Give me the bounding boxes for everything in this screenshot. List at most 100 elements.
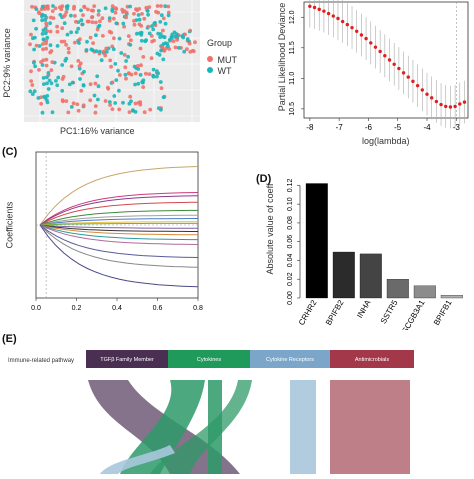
pca-point-wt [76, 26, 81, 31]
pca-point-wt [79, 8, 83, 13]
pca-point-mut [146, 24, 151, 29]
pca-point-wt [139, 33, 144, 37]
pca-point-wt [162, 35, 167, 40]
pca-point-wt [40, 32, 45, 36]
pca-point-mut [40, 42, 45, 46]
pca-point-mut [36, 10, 41, 15]
path-coefficient-line [39, 224, 198, 232]
pca-legend-title: Group [207, 38, 233, 48]
pca-point-wt [111, 47, 116, 52]
cv-xtick-label: -7 [336, 123, 344, 132]
pca-point-mut [93, 104, 98, 108]
pca-point-mut [122, 53, 127, 57]
lasso-cv-plot: 10.5 11.0 11.5 12.0 -8 -7 -6 -5 -4 -3 [289, 0, 469, 132]
pca-point-mut [183, 32, 187, 37]
pca-point-wt [127, 101, 132, 106]
pca-point-wt [32, 47, 36, 52]
pca-point-wt [80, 22, 85, 27]
pca-point-wt [34, 7, 39, 11]
path-xtick-label: 0.2 [72, 305, 82, 312]
pca-point-wt [94, 49, 99, 54]
pca-point-wt [163, 4, 168, 9]
pca-point-wt [96, 9, 101, 13]
pca-point-mut [132, 19, 136, 23]
pca-point-wt [146, 12, 151, 17]
pca-point-wt [43, 17, 48, 22]
bar-category-label: CRHR2 [297, 298, 319, 327]
pca-point-mut [44, 23, 49, 28]
pca-point-wt [43, 95, 47, 100]
pca-point-mut [124, 10, 129, 15]
pca-point-wt [136, 81, 141, 86]
pca-point-wt [96, 97, 100, 102]
pca-point-mut [103, 53, 108, 58]
pca-point-mut [160, 45, 165, 49]
pca-point-mut [193, 40, 197, 45]
pca-point-mut [129, 72, 134, 77]
cv-point [406, 75, 410, 79]
bar-inha [359, 253, 382, 299]
pca-point-wt [50, 110, 55, 115]
pca-point-wt [163, 21, 168, 26]
pca-point-mut [46, 6, 50, 11]
cv-point [439, 102, 443, 107]
bar-ytick-label: 0.08 [287, 216, 294, 230]
pca-point-mut [61, 74, 66, 79]
pca-point-mut [124, 15, 129, 20]
pca-point-wt [137, 17, 142, 22]
pca-point-mut [133, 101, 138, 106]
pca-point-wt [133, 110, 138, 114]
path-ylabel: Coefficients [4, 201, 15, 249]
panel-e-tag: (E) [2, 333, 17, 345]
cv-point [401, 71, 406, 75]
pca-point-mut [29, 69, 33, 74]
mut-marker-icon [207, 55, 213, 62]
cv-ytick-label: 11.5 [289, 41, 296, 54]
pca-point-mut [106, 85, 110, 90]
pca-point-mut [133, 71, 138, 76]
pca-point-wt [147, 31, 152, 36]
cv-point [369, 41, 373, 45]
pca-point-wt [37, 44, 42, 48]
cv-point [397, 66, 401, 71]
pca-point-mut [29, 79, 34, 83]
pca-point-wt [123, 72, 128, 77]
pca-point-mut [102, 49, 106, 54]
pca-point-wt [121, 100, 125, 105]
bar-ytick-label: 0.04 [287, 254, 294, 268]
pca-point-mut [142, 110, 147, 115]
pca-point-wt [117, 88, 121, 93]
path-coefficient-line [39, 218, 198, 226]
bar-scgb3a1 [413, 285, 436, 299]
pca-point-wt [81, 83, 86, 87]
cv-point [444, 104, 448, 109]
pca-point-mut [94, 20, 98, 25]
pca-point-mut [132, 22, 137, 27]
pca-point-mut [85, 7, 90, 12]
pca-point-mut [100, 16, 105, 21]
pca-point-wt [64, 56, 69, 61]
pca-point-wt [151, 73, 156, 78]
pca-point-wt [133, 82, 138, 87]
pca-point-wt [126, 54, 130, 59]
cv-xtick-label: -3 [453, 123, 461, 132]
pca-point-mut [112, 16, 116, 21]
path-coefficient-line [39, 201, 199, 226]
pca-point-mut [138, 46, 143, 51]
pca-point-mut [144, 71, 148, 76]
pca-point-mut [64, 42, 68, 47]
pca-point-wt [113, 101, 118, 105]
pca-legend-wt: WT [207, 61, 231, 79]
pca-point-wt [112, 94, 117, 98]
coef-bar-panel: 0.00 0.02 0.04 0.06 0.08 0.10 0.12 CRHR2 BPIFB2 I… [240, 170, 474, 335]
pca-point-mut [90, 20, 95, 25]
pca-point-mut [147, 5, 152, 9]
pca-point-wt [84, 48, 89, 52]
pca-point-mut [104, 46, 109, 51]
pca-point-mut [136, 100, 141, 105]
pca-point-mut [113, 6, 118, 11]
bar-category-label: SSTR5 [379, 298, 400, 325]
cv-xlabel: log(lambda) [362, 136, 410, 146]
bar-ytick-label: 0.00 [287, 291, 294, 305]
pca-point-wt [136, 13, 141, 17]
